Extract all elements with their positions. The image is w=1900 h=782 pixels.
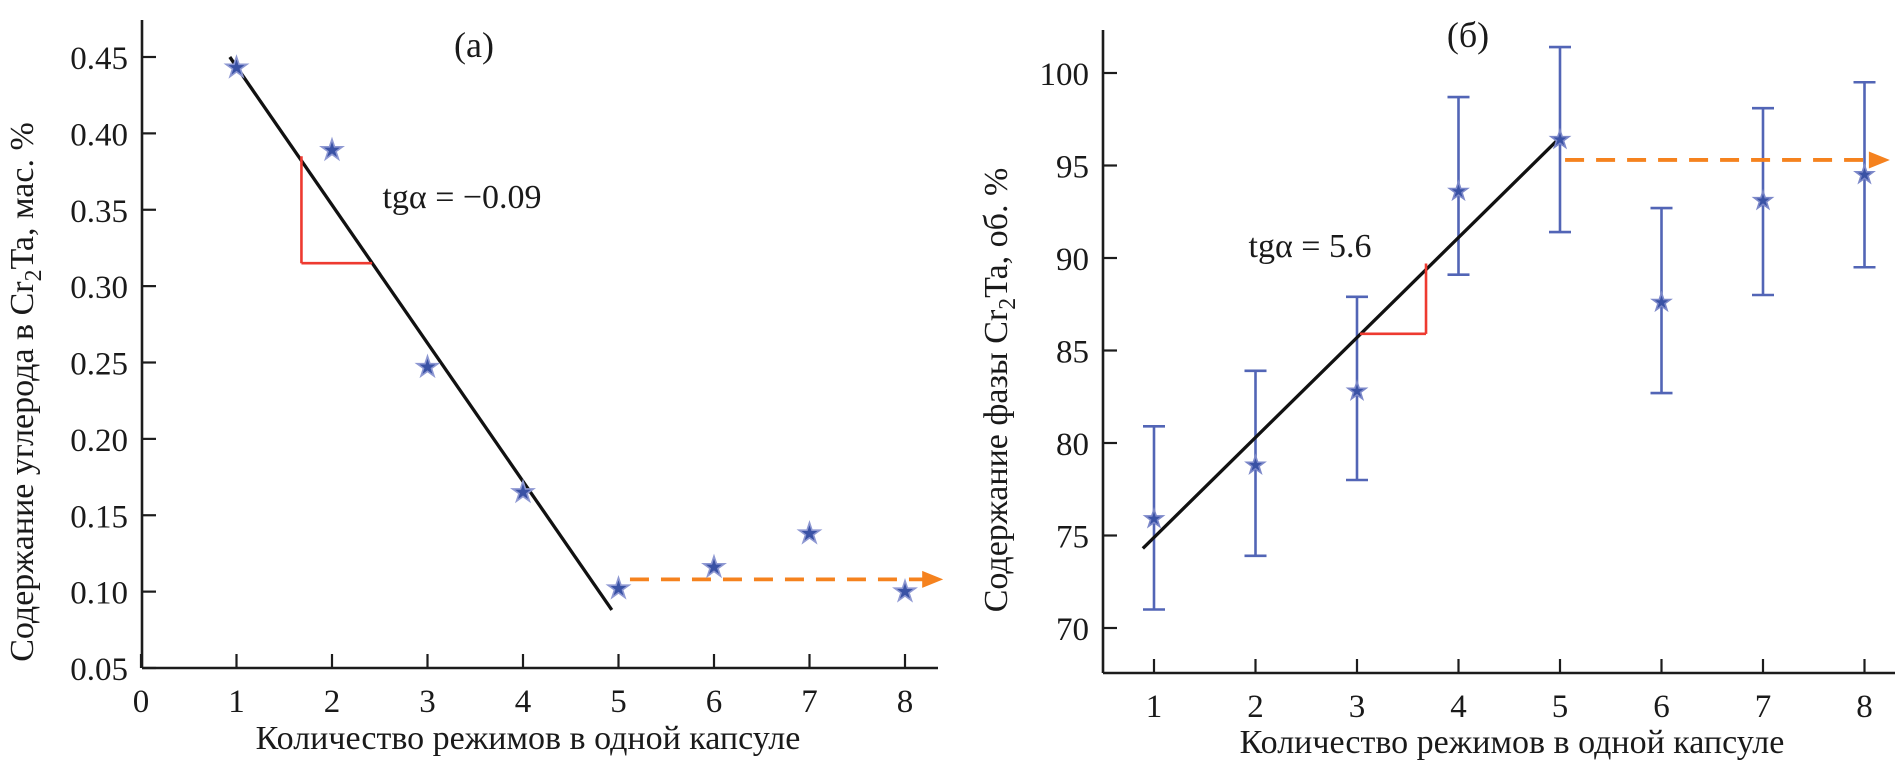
data-point-star	[1345, 379, 1369, 401]
data-point-star	[1447, 179, 1470, 202]
data-point-star	[319, 136, 345, 162]
y-tick-label: 0.15	[70, 499, 128, 535]
y-axis-title-a-subscript: 2	[20, 269, 47, 282]
y-tick-label: 95	[1056, 150, 1089, 186]
data-point-star	[1548, 127, 1572, 150]
panel-a: 0 1 2 3 4 5 6 7 8 0.05 0.10 0.15 0.20 0.25 0.30 0.35 0.4…	[4, 20, 944, 757]
x-tick-label: 7	[1755, 689, 1772, 725]
data-point-star	[605, 575, 632, 600]
y-tick-label: 70	[1056, 612, 1089, 648]
data-point-star	[892, 578, 918, 603]
y-axis-title-a: Содержание углерода в Cr2Ta, мас. %	[4, 122, 48, 662]
x-tick-label: 4	[515, 684, 532, 720]
data-point-star	[223, 54, 250, 79]
x-axis-title-b: Количество режимов в одной капсуле	[1239, 724, 1785, 761]
x-tick-label: 5	[610, 684, 627, 720]
data-point-star	[414, 353, 441, 379]
y-tick-label: 0.35	[70, 194, 128, 230]
data-point-star	[1142, 506, 1166, 529]
x-tick-label: 2	[1247, 689, 1264, 725]
x-tick-label: 0	[133, 684, 150, 720]
y-tick-label: 0.20	[70, 423, 128, 459]
chart-b-canvas: 1 2 3 4 5 6 7 8 70 75 80 85 90 95 100	[1040, 30, 1895, 725]
dashed-arrow-head	[1868, 151, 1890, 169]
x-tick-label: 5	[1552, 689, 1569, 725]
y-tick-label: 0.45	[70, 41, 128, 77]
x-axis-title-a: Количество режимов в одной капсуле	[255, 720, 801, 757]
x-tick-label: 7	[801, 684, 818, 720]
y-axis-title-b-suffix: Ta, об. %	[978, 167, 1016, 298]
y-tick-label: 100	[1040, 57, 1090, 93]
data-point-star	[796, 520, 823, 545]
x-tick-label: 2	[324, 684, 341, 720]
y-tick-label: 90	[1056, 242, 1089, 278]
y-axis-title-a-suffix: Ta, мас. %	[4, 122, 42, 270]
x-tick-label: 6	[706, 684, 723, 720]
y-tick-label: 0.10	[70, 576, 128, 612]
data-point-star	[1650, 290, 1673, 313]
y-tick-label: 0.30	[70, 270, 128, 306]
x-tick-label: 1	[228, 684, 245, 720]
slope-annotation-b: tgα = 5.6	[1248, 228, 1372, 265]
chart-a-canvas: 0 1 2 3 4 5 6 7 8 0.05 0.10 0.15 0.20 0.25 0.30 0.35 0.4…	[70, 20, 944, 720]
x-tick-label: 3	[419, 684, 436, 720]
panel-label-b: (б)	[1446, 15, 1490, 55]
y-tick-label: 75	[1056, 520, 1089, 556]
x-tick-label: 8	[897, 684, 914, 720]
y-axis-title-b-prefix: Содержание фазы Cr	[978, 309, 1016, 613]
y-axis-title-a-prefix: Содержание углерода в Cr	[4, 281, 42, 662]
panel-label-a: (а)	[454, 25, 494, 65]
trend-line	[228, 56, 614, 611]
data-point-star	[1853, 162, 1876, 185]
y-tick-label: 80	[1056, 427, 1089, 463]
x-tick-label: 8	[1856, 689, 1873, 725]
y-tick-label: 85	[1056, 335, 1089, 371]
x-tick-label: 3	[1349, 689, 1366, 725]
trend-line	[1141, 138, 1560, 550]
x-tick-label: 1	[1146, 689, 1163, 725]
y-axis-title-b-subscript: 2	[994, 297, 1021, 310]
data-point-star	[1244, 453, 1267, 475]
y-axis-title-b: Содержание фазы Cr2Ta, об. %	[978, 168, 1022, 613]
slope-annotation-a: tgα = −0.09	[382, 179, 542, 216]
y-tick-label: 0.40	[70, 117, 128, 153]
y-tick-label: 0.25	[70, 347, 128, 383]
data-point-star	[510, 478, 536, 504]
x-tick-label: 6	[1653, 689, 1670, 725]
data-point-star	[701, 553, 727, 579]
data-point-star	[1751, 188, 1775, 211]
panel-b: 1 2 3 4 5 6 7 8 70 75 80 85 90 95 100 (б) tgα = 5.6 Ко…	[950, 0, 1900, 782]
dashed-arrow-head	[922, 570, 944, 588]
y-tick-label: 0.05	[70, 652, 128, 688]
x-tick-label: 4	[1450, 689, 1467, 725]
